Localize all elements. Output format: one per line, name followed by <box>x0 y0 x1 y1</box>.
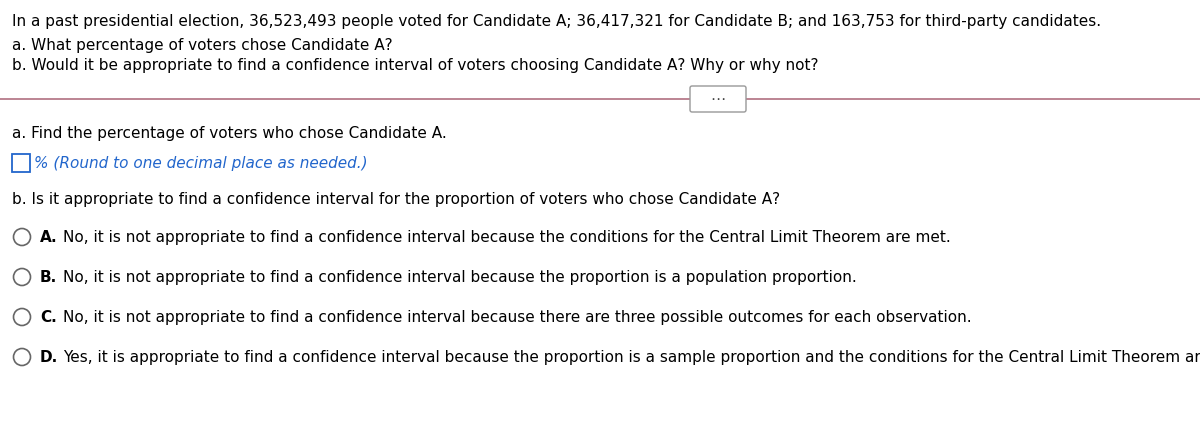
Text: b. Would it be appropriate to find a confidence interval of voters choosing Cand: b. Would it be appropriate to find a con… <box>12 58 818 73</box>
Text: b. Is it appropriate to find a confidence interval for the proportion of voters : b. Is it appropriate to find a confidenc… <box>12 191 780 207</box>
Text: a. What percentage of voters chose Candidate A?: a. What percentage of voters chose Candi… <box>12 38 392 53</box>
FancyBboxPatch shape <box>12 155 30 173</box>
Text: C.: C. <box>40 310 56 325</box>
Text: A.: A. <box>40 230 58 245</box>
Text: ⋯: ⋯ <box>710 92 726 107</box>
Text: No, it is not appropriate to find a confidence interval because there are three : No, it is not appropriate to find a conf… <box>64 310 972 325</box>
FancyBboxPatch shape <box>690 87 746 113</box>
Circle shape <box>13 229 30 246</box>
Text: No, it is not appropriate to find a confidence interval because the proportion i: No, it is not appropriate to find a conf… <box>64 270 857 285</box>
Text: B.: B. <box>40 270 58 285</box>
Circle shape <box>13 349 30 366</box>
Circle shape <box>13 309 30 326</box>
Text: No, it is not appropriate to find a confidence interval because the conditions f: No, it is not appropriate to find a conf… <box>64 230 950 245</box>
Text: a. Find the percentage of voters who chose Candidate A.: a. Find the percentage of voters who cho… <box>12 126 446 141</box>
Text: D.: D. <box>40 350 59 365</box>
Text: In a past presidential election, 36,523,493 people voted for Candidate A; 36,417: In a past presidential election, 36,523,… <box>12 14 1102 29</box>
Circle shape <box>13 269 30 286</box>
Text: Yes, it is appropriate to find a confidence interval because the proportion is a: Yes, it is appropriate to find a confide… <box>64 350 1200 365</box>
Text: % (Round to one decimal place as needed.): % (Round to one decimal place as needed.… <box>34 156 367 171</box>
